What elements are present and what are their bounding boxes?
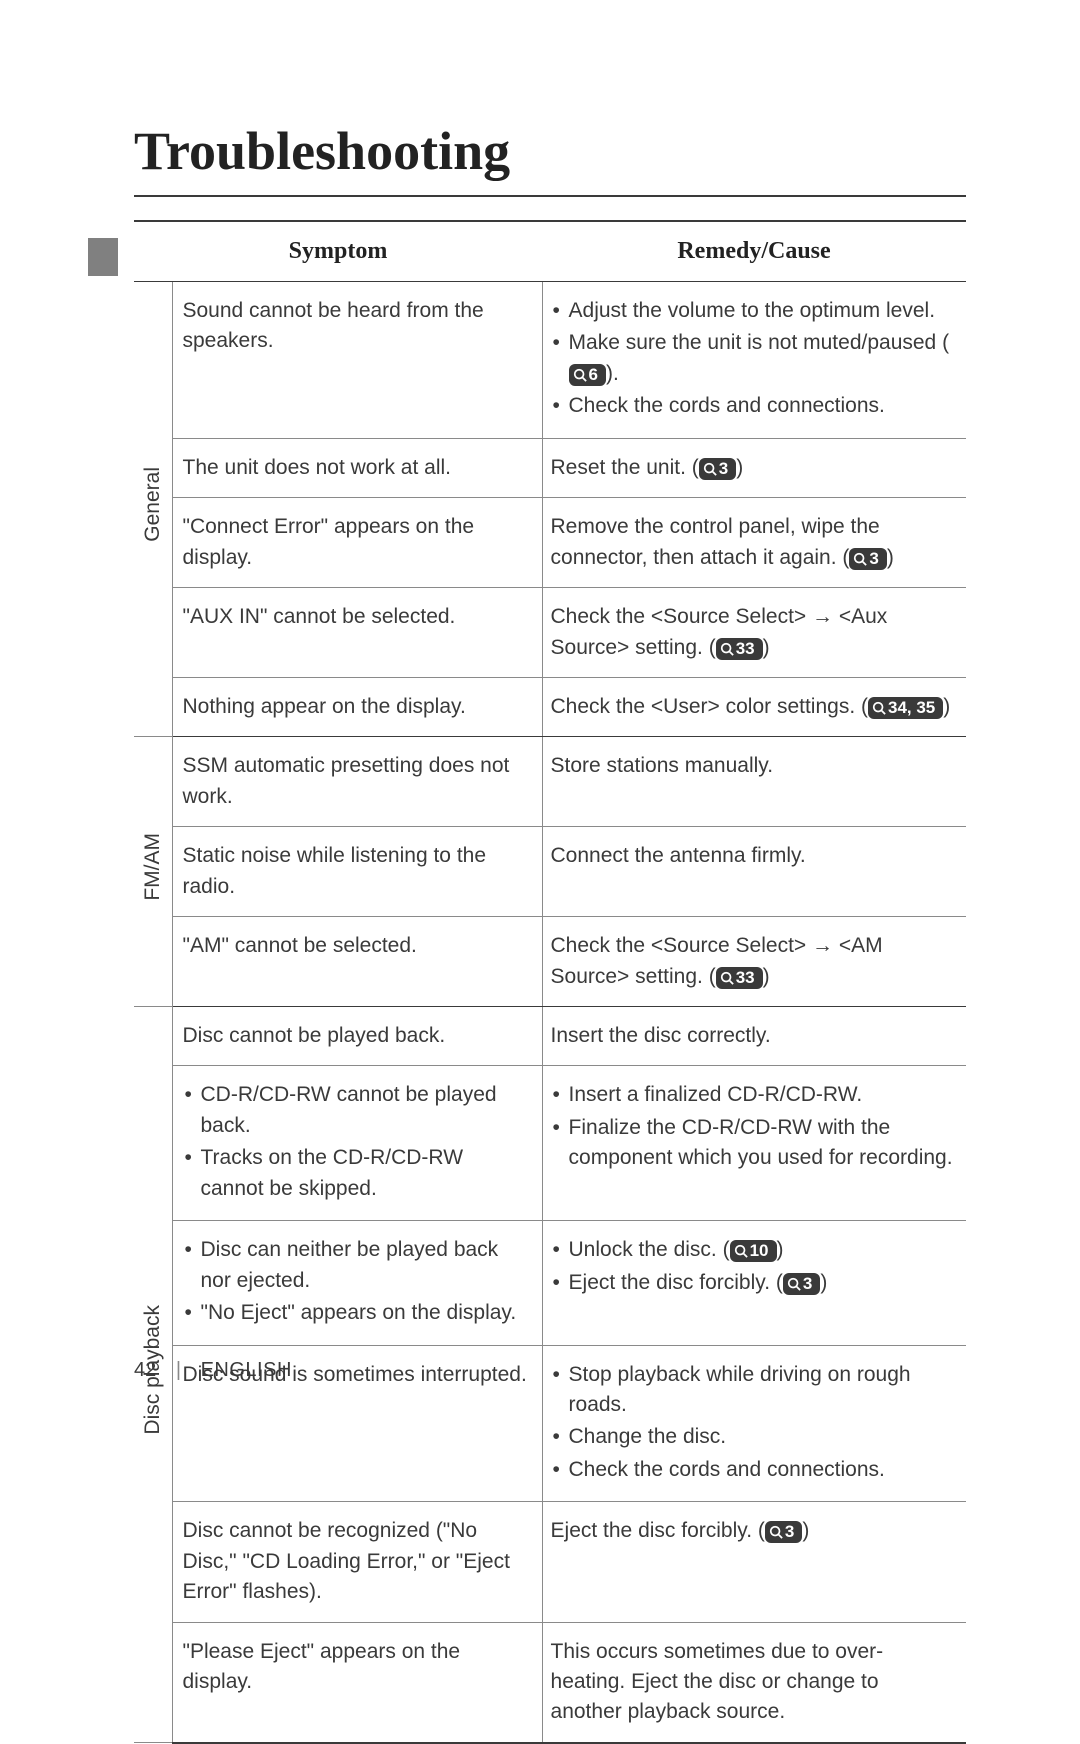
symptom-cell: SSM automatic presetting does not work.	[172, 737, 542, 827]
table-row: "Connect Error" appears on the display.R…	[134, 498, 966, 588]
page-ref-icon: 33	[716, 638, 763, 660]
remedy-item: Adjust the volume to the optimum level.	[551, 296, 955, 326]
col-header-symptom: Symptom	[134, 221, 542, 282]
category-label: General	[138, 467, 168, 542]
remedy-cell: Adjust the volume to the optimum level.M…	[542, 282, 966, 439]
symptom-cell: Disc cannot be recognized ("No Disc," "C…	[172, 1502, 542, 1622]
arrow-icon: →	[812, 931, 833, 961]
table-row: Disc cannot be recognized ("No Disc," "C…	[134, 1502, 966, 1622]
page-ref-icon: 3	[699, 458, 736, 480]
remedy-cell: This occurs sometimes due to over-heatin…	[542, 1622, 966, 1743]
remedy-item: Change the disc.	[551, 1422, 955, 1452]
col-header-remedy: Remedy/Cause	[542, 221, 966, 282]
category-cell: General	[134, 282, 172, 737]
table-row: CD-R/CD-RW cannot be played back.Tracks …	[134, 1066, 966, 1221]
remedy-item: Insert a finalized CD-R/CD-RW.	[551, 1080, 955, 1110]
table-row: FM/AMSSM automatic presetting does not w…	[134, 737, 966, 827]
table-row: Disc playbackDisc cannot be played back.…	[134, 1007, 966, 1066]
page-ref-icon: 3	[765, 1521, 802, 1543]
troubleshooting-table: Symptom Remedy/Cause GeneralSound cannot…	[134, 220, 966, 1744]
page-ref-icon: 3	[849, 548, 886, 570]
remedy-item: Unlock the disc. (10)	[551, 1235, 955, 1265]
footer-separator: |	[176, 1359, 181, 1381]
remedy-item: Check the cords and connections.	[551, 391, 955, 421]
table-row: Disc can neither be played back nor ejec…	[134, 1221, 966, 1345]
table-row: Static noise while listening to the radi…	[134, 827, 966, 917]
page-ref-icon: 10	[730, 1240, 777, 1262]
page-side-marker	[88, 238, 118, 276]
remedy-item: Make sure the unit is not muted/paused (…	[551, 328, 955, 389]
symptom-cell: "AM" cannot be selected.	[172, 917, 542, 1007]
category-cell: FM/AM	[134, 737, 172, 1007]
remedy-item: Check the cords and connections.	[551, 1455, 955, 1485]
remedy-cell: Check the <Source Select> → <AM Source> …	[542, 917, 966, 1007]
table-row: "AM" cannot be selected.Check the <Sourc…	[134, 917, 966, 1007]
table-row: The unit does not work at all.Reset the …	[134, 438, 966, 497]
remedy-item: Stop playback while driving on rough roa…	[551, 1360, 955, 1421]
symptom-cell: Disc cannot be played back.	[172, 1007, 542, 1066]
page-ref-icon: 34, 35	[868, 697, 943, 719]
remedy-item: Eject the disc forcibly. (3)	[551, 1268, 955, 1298]
remedy-cell: Stop playback while driving on rough roa…	[542, 1345, 966, 1502]
symptom-item: Tracks on the CD-R/CD-RW cannot be skipp…	[183, 1143, 530, 1204]
category-label: FM/AM	[138, 833, 168, 901]
remedy-cell: Insert the disc correctly.	[542, 1007, 966, 1066]
title-underline	[134, 195, 966, 197]
remedy-cell: Connect the antenna firmly.	[542, 827, 966, 917]
remedy-cell: Unlock the disc. (10)Eject the disc forc…	[542, 1221, 966, 1345]
page-ref-icon: 6	[569, 364, 606, 386]
symptom-cell: CD-R/CD-RW cannot be played back.Tracks …	[172, 1066, 542, 1221]
page-number: 42	[134, 1359, 156, 1381]
table-row: "Please Eject" appears on the display.Th…	[134, 1622, 966, 1743]
symptom-cell: Static noise while listening to the radi…	[172, 827, 542, 917]
page-ref-icon: 33	[716, 967, 763, 989]
table-row: "AUX IN" cannot be selected.Check the <S…	[134, 588, 966, 678]
symptom-item: "No Eject" appears on the display.	[183, 1298, 530, 1328]
symptom-item: CD-R/CD-RW cannot be played back.	[183, 1080, 530, 1141]
arrow-icon: →	[812, 602, 833, 632]
remedy-cell: Check the <Source Select> → <Aux Source>…	[542, 588, 966, 678]
symptom-cell: "Connect Error" appears on the display.	[172, 498, 542, 588]
symptom-cell: Sound cannot be heard from the speakers.	[172, 282, 542, 439]
symptom-cell: "Please Eject" appears on the display.	[172, 1622, 542, 1743]
remedy-cell: Remove the control panel, wipe the conne…	[542, 498, 966, 588]
footer-language: ENGLISH	[201, 1359, 292, 1381]
remedy-cell: Eject the disc forcibly. (3)	[542, 1502, 966, 1622]
page-title: Troubleshooting	[134, 120, 510, 182]
symptom-cell: Disc can neither be played back nor ejec…	[172, 1221, 542, 1345]
symptom-cell: "AUX IN" cannot be selected.	[172, 588, 542, 678]
remedy-cell: Insert a finalized CD-R/CD-RW.Finalize t…	[542, 1066, 966, 1221]
page-ref-icon: 3	[783, 1273, 820, 1295]
remedy-cell: Store stations manually.	[542, 737, 966, 827]
table-row: Nothing appear on the display.Check the …	[134, 677, 966, 736]
remedy-cell: Check the <User> color settings. (34, 35…	[542, 677, 966, 736]
remedy-cell: Reset the unit. (3)	[542, 438, 966, 497]
symptom-cell: Nothing appear on the display.	[172, 677, 542, 736]
remedy-item: Finalize the CD-R/CD-RW with the compone…	[551, 1113, 955, 1174]
troubleshooting-table-wrap: Symptom Remedy/Cause GeneralSound cannot…	[134, 220, 966, 1744]
symptom-cell: The unit does not work at all.	[172, 438, 542, 497]
symptom-item: Disc can neither be played back nor ejec…	[183, 1235, 530, 1296]
table-row: GeneralSound cannot be heard from the sp…	[134, 282, 966, 439]
page-footer: 42 | ENGLISH	[134, 1359, 292, 1382]
